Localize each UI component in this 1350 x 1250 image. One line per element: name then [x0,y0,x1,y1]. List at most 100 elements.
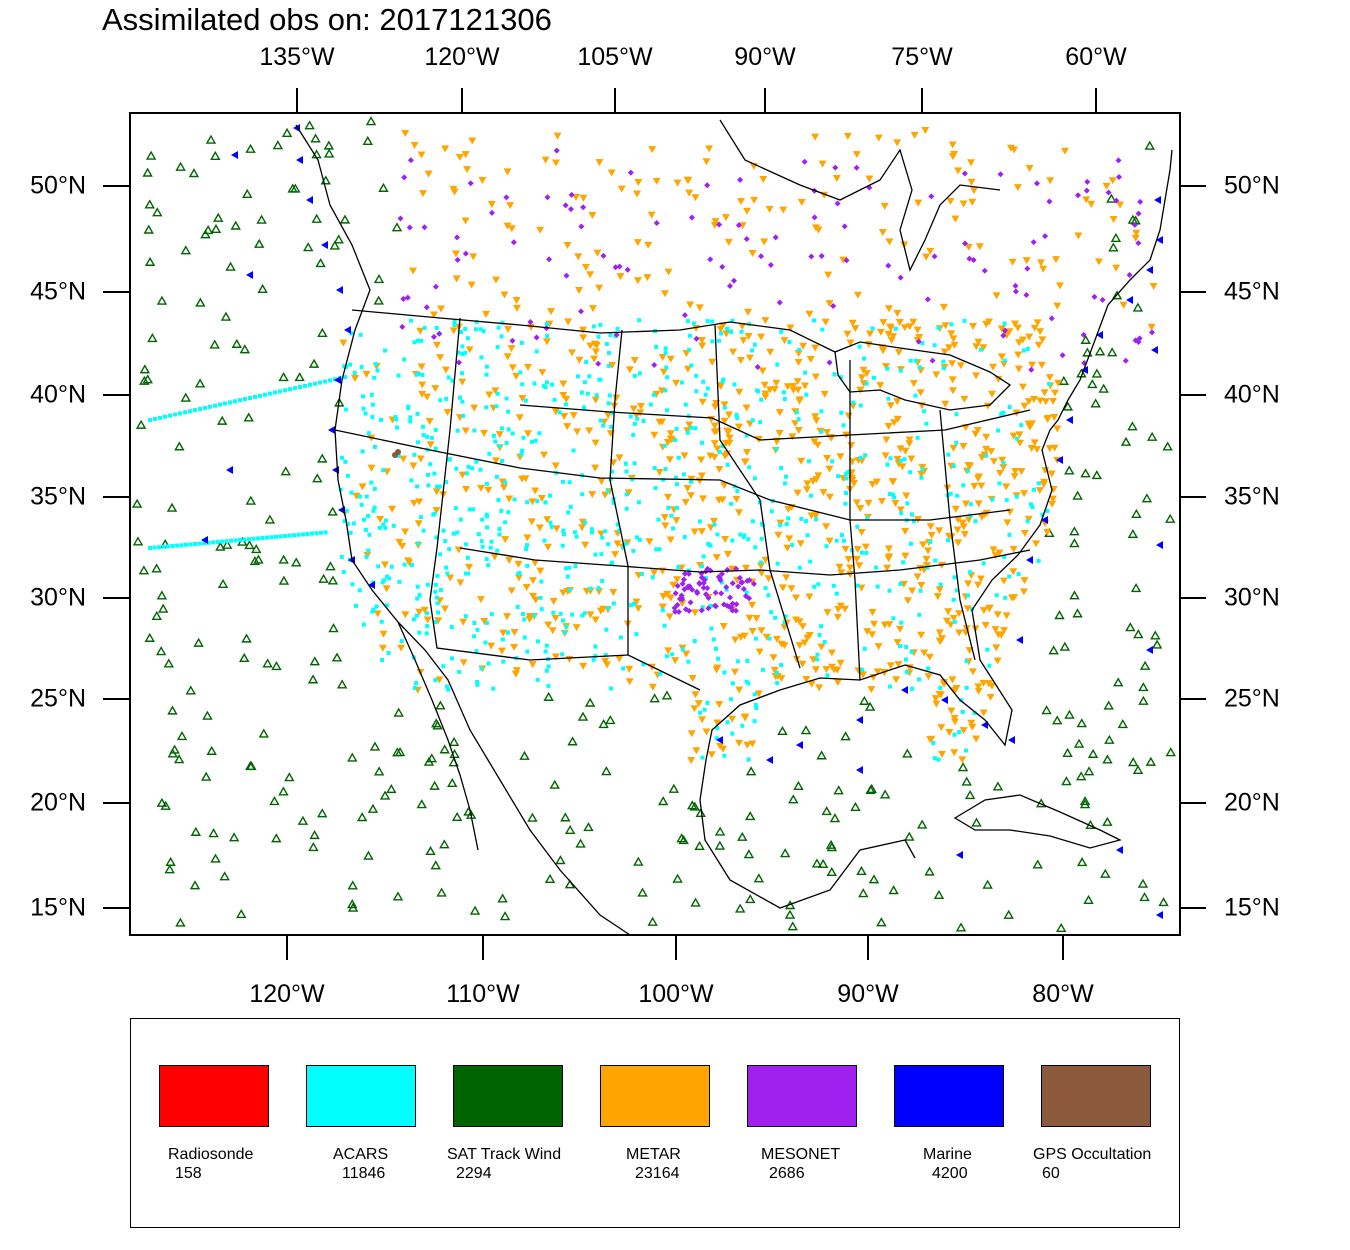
obs-marker [499,629,508,637]
state-lines-f [849,360,861,681]
obs-marker [461,485,470,493]
obs-marker [222,539,233,549]
obs-marker [794,427,803,435]
obs-marker [591,324,596,329]
obs-marker [968,502,973,507]
obs-marker [284,772,295,782]
obs-marker [1062,747,1073,757]
obs-marker [623,461,628,466]
obs-marker [1156,541,1163,549]
obs-marker [931,741,936,746]
obs-marker [1042,233,1049,240]
obs-marker [958,756,967,764]
obs-marker [399,323,406,330]
obs-marker [1102,182,1111,190]
obs-marker [1069,590,1080,600]
obs-marker [496,497,501,502]
obs-marker [685,430,690,435]
obs-marker [156,295,168,305]
obs-marker [244,540,255,550]
obs-marker [922,409,927,414]
obs-marker [1106,347,1118,357]
obs-marker [1020,529,1029,537]
obs-marker [968,668,977,676]
obs-marker [985,318,994,326]
obs-marker [243,397,247,402]
obs-marker [813,441,822,449]
obs-marker [656,517,661,522]
obs-marker [371,607,376,612]
bottom-lon-label-90w: 90°W [837,980,899,1008]
obs-marker [1055,922,1067,933]
obs-marker [855,583,860,588]
obs-marker [323,140,335,150]
obs-marker [917,365,922,370]
obs-marker [974,473,983,481]
obs-marker [895,319,904,327]
obs-marker [269,796,280,806]
obs-marker [238,398,242,403]
obs-marker [852,555,861,563]
obs-marker [841,423,846,428]
obs-marker [294,372,305,382]
obs-marker [336,286,343,294]
obs-marker [598,718,609,729]
obs-marker [1002,358,1007,363]
obs-marker [1165,513,1176,523]
obs-marker [729,580,736,587]
obs-marker [717,338,722,343]
obs-marker [709,517,718,525]
obs-marker [379,790,391,800]
obs-marker [465,563,474,571]
obs-marker [543,516,552,524]
obs-marker [1007,405,1012,410]
obs-marker [478,467,483,472]
obs-marker [931,695,940,703]
obs-marker [509,337,516,344]
obs-marker [505,495,514,503]
obs-marker [503,168,512,176]
obs-marker [435,601,440,606]
obs-marker [974,338,983,346]
obs-marker [981,561,986,566]
obs-marker [369,480,374,485]
obs-marker [472,634,477,639]
obs-marker [383,348,388,353]
obs-marker [307,674,319,684]
obs-marker [672,873,683,883]
axis-ticks [103,88,1206,960]
obs-marker [579,326,588,334]
obs-marker [672,379,681,387]
obs-marker [1007,574,1012,579]
obs-marker [309,656,321,666]
obs-marker [634,179,643,187]
obs-marker [1062,401,1074,411]
obs-marker [822,666,831,674]
obs-marker [383,525,388,530]
obs-marker [584,359,589,364]
obs-marker [504,396,509,401]
obs-marker [591,396,600,404]
obs-marker [293,124,300,132]
obs-marker [167,705,178,715]
obs-marker [686,607,693,614]
obs-marker [532,381,537,386]
obs-marker [904,831,915,841]
obs-marker [564,318,573,326]
obs-marker [717,449,722,454]
obs-marker [283,534,287,538]
obs-marker [857,374,866,382]
obs-marker [777,725,788,736]
observation-map [103,88,1206,960]
state-lines-a [334,429,1011,521]
obs-marker [950,749,959,757]
obs-marker [590,530,595,535]
obs-marker [1032,859,1043,869]
obs-marker [580,613,585,618]
obs-marker [1125,622,1136,632]
obs-marker [589,527,594,532]
obs-marker [423,616,432,624]
obs-marker [812,417,821,425]
obs-marker [308,842,319,852]
obs-marker [991,552,1000,560]
